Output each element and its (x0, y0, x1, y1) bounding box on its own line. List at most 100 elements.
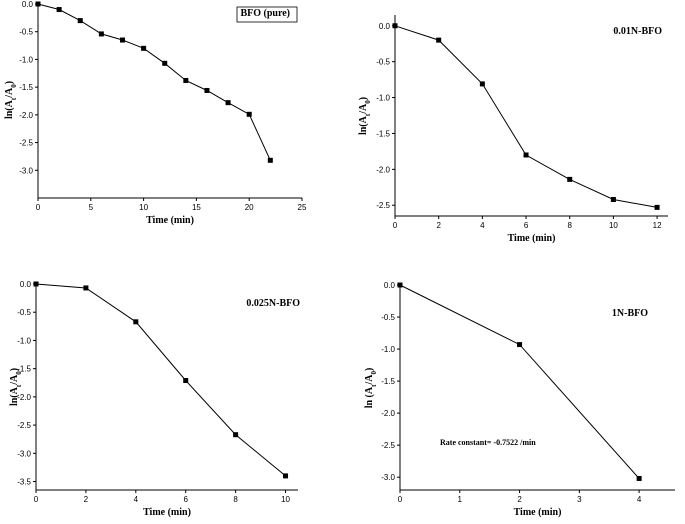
y-tick-label: -1.5 (376, 129, 390, 138)
chart-panel-4: 0 1 2 3 4 0.0 -0.5 -1.0 -1.5 -2.0 -2.5 -3.0 Time (mi… (364, 281, 675, 518)
rate-constant-annotation: Rate constant= -0.7522 /min (440, 438, 536, 447)
x-tick-label: 10 (609, 221, 618, 230)
y-axis-label: ln(At/A0) (358, 97, 372, 135)
data-point (119, 37, 125, 43)
data-point (35, 1, 41, 7)
x-tick-label: 25 (298, 203, 307, 212)
data-point (162, 60, 168, 66)
y-tick-label: -2.5 (376, 201, 390, 210)
y-tick-label: -2.0 (381, 409, 395, 418)
data-point (397, 282, 403, 288)
y-tick-label: -0.5 (19, 28, 33, 37)
data-point (133, 319, 139, 325)
y-tick-label: 0.0 (384, 281, 396, 290)
x-tick-label: 4 (134, 495, 139, 504)
data-point (33, 281, 39, 287)
y-tick-label: 0.0 (22, 0, 34, 9)
y-tick-label: 0.0 (379, 22, 391, 31)
x-tick-label: 4 (637, 495, 642, 504)
y-axis-label: ln(At/A0) (4, 81, 18, 119)
x-tick-label: 0 (393, 221, 398, 230)
x-tick-label: 4 (480, 221, 485, 230)
y-tick-label: -0.5 (381, 313, 395, 322)
y-tick-label: -1.0 (19, 55, 33, 64)
data-point (246, 111, 252, 117)
data-point (654, 204, 660, 210)
x-tick-label: 8 (233, 495, 238, 504)
y-tick-label: -3.0 (381, 473, 395, 482)
x-axis-label: Time (min) (508, 233, 556, 244)
legend-box (236, 6, 298, 23)
data-point (204, 87, 210, 93)
series-line (399, 284, 640, 479)
y-tick-label: -0.5 (17, 308, 31, 317)
x-tick-label: 0 (398, 495, 403, 504)
series-line (35, 283, 286, 477)
x-tick-label: 0 (34, 495, 39, 504)
data-point (141, 45, 147, 51)
data-point (225, 100, 231, 106)
chart-panel-1: 0 5 10 15 20 25 0.0 -0.5 -1.0 -1.5 -2.0 -2.5 -3.0 Tim… (4, 0, 307, 226)
y-tick-label: -1.0 (376, 94, 390, 103)
data-point (283, 473, 289, 479)
data-point (567, 176, 573, 182)
data-point (436, 37, 442, 43)
x-tick-label: 2 (517, 495, 522, 504)
y-tick-label: -1.0 (17, 336, 31, 345)
legend-label: BFO (pure) (240, 8, 290, 19)
data-point (77, 18, 83, 24)
x-tick-label: 15 (192, 203, 201, 212)
chart-panel-3: 0 2 4 6 8 10 0.0 -0.5 -1.0 -1.5 -2.0 -2.5 -3.0 -3.5 Ti… (9, 280, 300, 518)
legend-label: 0.01N-BFO (613, 26, 662, 37)
y-tick-label: -1.5 (17, 365, 31, 374)
y-tick-label: -2.5 (19, 139, 33, 148)
y-tick-label: -2.0 (17, 393, 31, 402)
x-tick-label: 10 (139, 203, 148, 212)
x-axis-label: Time (min) (514, 507, 562, 518)
y-tick-label: -2.0 (19, 111, 33, 120)
x-tick-label: 0 (36, 203, 41, 212)
x-tick-label: 20 (245, 203, 254, 212)
legend-label: 0.025N-BFO (246, 298, 300, 309)
data-point (83, 285, 89, 291)
y-axis-label: ln (At/A0) (364, 368, 378, 409)
data-point (233, 432, 239, 438)
y-tick-label: -1.5 (381, 377, 395, 386)
y-tick-label: -2.5 (381, 441, 395, 450)
y-tick-label: -3.0 (19, 166, 33, 175)
y-tick-label: -3.5 (17, 478, 31, 487)
legend-label: 1N-BFO (612, 308, 648, 319)
data-point (98, 31, 104, 37)
data-point (479, 81, 485, 87)
x-tick-label: 2 (436, 221, 441, 230)
x-axis-label: Time (min) (143, 507, 191, 518)
chart-panel-2: 0 2 4 6 8 10 12 0.0 -0.5 -1.0 -1.5 -2.0 -2.5 Time (mi… (358, 15, 668, 244)
x-tick-label: 6 (183, 495, 188, 504)
data-point (392, 23, 398, 29)
data-point (610, 196, 616, 202)
y-tick-label: -2.0 (376, 165, 390, 174)
x-tick-label: 8 (567, 221, 572, 230)
data-point (517, 342, 523, 348)
x-tick-label: 3 (577, 495, 582, 504)
data-point (523, 152, 529, 158)
y-tick-label: -1.0 (381, 345, 395, 354)
y-axis-label: ln(At/A0) (9, 368, 23, 406)
data-point (183, 378, 189, 384)
x-tick-label: 10 (281, 495, 290, 504)
y-tick-label: -2.5 (17, 421, 31, 430)
x-tick-label: 12 (653, 221, 662, 230)
y-tick-label: -1.5 (19, 83, 33, 92)
data-point (56, 7, 62, 13)
y-tick-label: -0.5 (376, 58, 390, 67)
data-point (183, 77, 189, 83)
x-axis-label: Time (min) (146, 215, 194, 226)
data-point (636, 475, 642, 481)
series-line (37, 3, 271, 161)
x-tick-label: 5 (89, 203, 94, 212)
x-tick-label: 1 (458, 495, 463, 504)
series-line (394, 25, 658, 208)
y-tick-label: 0.0 (20, 280, 32, 289)
data-point (267, 157, 273, 163)
